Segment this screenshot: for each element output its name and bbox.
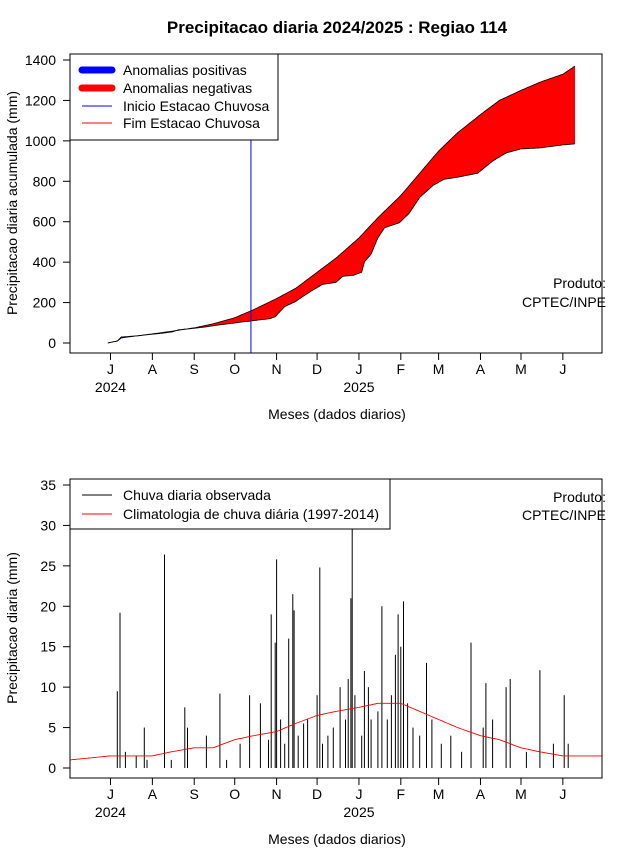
y-tick-label-1-7: 1400 <box>25 52 56 68</box>
plot-frame-1 <box>69 53 603 354</box>
y-axis-2: 0 5 10 15 20 25 30 35 <box>40 477 70 776</box>
x-tick-label-1-4: N <box>272 361 282 377</box>
credit-text-1a: Produto: <box>553 275 606 291</box>
y-tick-label-1-5: 1000 <box>25 133 56 149</box>
y-tick-label-2-7: 35 <box>40 477 56 493</box>
x-axis-1: J A S O N D J F M A M J 2024 2025 <box>95 353 566 395</box>
x-tick-label-2-4: N <box>272 786 282 802</box>
x-tick-label-2-0: J <box>107 786 114 802</box>
y-axis-label-1: Precipitacao diaria acumulada (mm) <box>4 91 20 315</box>
y-tick-label-2-4: 20 <box>40 598 56 614</box>
legend-label-climatology: Climatologia de chuva diária (1997-2014) <box>123 506 379 522</box>
x-axis-label-1: Meses (dados diarios) <box>268 406 406 422</box>
y-tick-label-1-3: 600 <box>33 214 57 230</box>
year-label-1-1: 2025 <box>343 379 374 395</box>
climatology-cumulative-line <box>107 65 576 344</box>
x-tick-label-2-10: M <box>515 786 527 802</box>
y-axis-1: 0 200 400 600 800 1000 1200 1400 <box>25 52 70 351</box>
y-tick-label-2-0: 0 <box>48 760 56 776</box>
x-tick-label-1-2: S <box>190 361 199 377</box>
daily-rain-bars <box>116 529 569 768</box>
x-tick-label-1-9: A <box>476 361 486 377</box>
x-tick-label-2-6: J <box>355 786 362 802</box>
year-label-2-1: 2025 <box>343 804 374 820</box>
legend-label-end: Fim Estacao Chuvosa <box>123 115 260 131</box>
y-axis-label-2: Precipitacao diaria (mm) <box>4 552 20 704</box>
y-tick-label-2-2: 10 <box>40 679 56 695</box>
x-tick-label-2-5: D <box>312 786 322 802</box>
x-tick-label-1-3: O <box>229 361 240 377</box>
y-tick-label-1-4: 800 <box>33 173 57 189</box>
y-tick-label-1-0: 0 <box>48 335 56 351</box>
credit-text-1b: CPTEC/INPE <box>522 294 606 310</box>
x-tick-label-1-10: M <box>515 361 527 377</box>
legend-label-daily: Chuva diaria observada <box>123 487 271 503</box>
legend-1: Anomalias positivas Anomalias negativas … <box>69 53 279 141</box>
y-tick-label-1-6: 1200 <box>25 92 56 108</box>
credit-text-2b: CPTEC/INPE <box>522 507 606 523</box>
climatology-daily-line <box>70 702 602 761</box>
x-tick-label-1-5: D <box>312 361 322 377</box>
x-tick-label-1-1: A <box>148 361 158 377</box>
observed-cumulative-line <box>107 143 576 344</box>
legend-2: Chuva diaria observada Climatologia de c… <box>69 478 391 530</box>
y-tick-label-2-5: 25 <box>40 558 56 574</box>
y-tick-label-2-6: 30 <box>40 517 56 533</box>
x-axis-2: J A S O N D J F M A M J 2024 2025 <box>95 778 566 820</box>
x-tick-label-2-11: J <box>559 786 566 802</box>
year-label-1-0: 2024 <box>95 379 126 395</box>
x-tick-label-1-0: J <box>107 361 114 377</box>
legend-label-positive: Anomalias positivas <box>123 62 247 78</box>
x-tick-label-1-7: F <box>397 361 406 377</box>
climatology-line <box>70 702 602 761</box>
x-tick-label-1-11: J <box>559 361 566 377</box>
x-tick-label-2-1: A <box>148 786 158 802</box>
x-tick-label-2-2: S <box>190 786 199 802</box>
negative-anomaly-region-3 <box>186 66 575 330</box>
legend-label-onset: Inicio Estacao Chuvosa <box>123 98 270 114</box>
legend-label-negative: Anomalias negativas <box>123 80 252 96</box>
y-tick-label-1-2: 400 <box>33 254 57 270</box>
x-tick-label-1-6: J <box>355 361 362 377</box>
x-tick-label-1-8: M <box>433 361 445 377</box>
cumulative-lines <box>107 65 576 344</box>
x-tick-label-2-9: A <box>476 786 486 802</box>
panel-cumulative: 0 200 400 600 800 1000 1200 1400 J A S O N D J F M A M J 20… <box>4 52 606 422</box>
y-tick-label-2-1: 5 <box>48 720 56 736</box>
x-axis-label-2: Meses (dados diarios) <box>268 831 406 847</box>
year-label-2-0: 2024 <box>95 804 126 820</box>
y-tick-label-2-3: 15 <box>40 639 56 655</box>
x-tick-label-2-8: M <box>433 786 445 802</box>
x-tick-label-2-7: F <box>397 786 406 802</box>
chart-title: Precipitacao diaria 2024/2025 : Regiao 1… <box>167 18 508 37</box>
y-tick-label-1-1: 200 <box>33 295 57 311</box>
x-tick-label-2-3: O <box>229 786 240 802</box>
credit-text-2a: Produto: <box>553 489 606 505</box>
legend-box-2 <box>69 478 391 530</box>
